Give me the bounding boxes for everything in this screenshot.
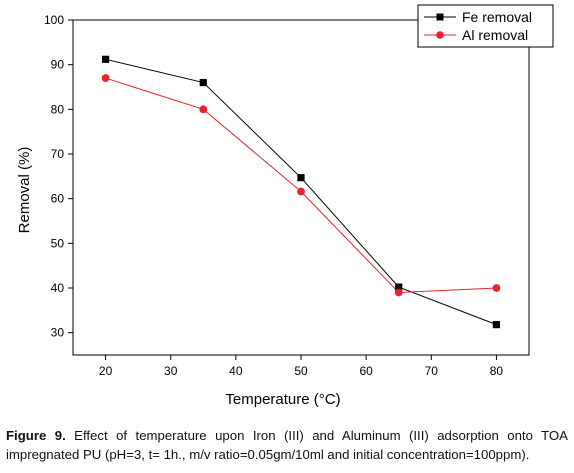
y-axis-label: Removal (%) bbox=[16, 147, 33, 234]
data-point-square bbox=[297, 174, 305, 182]
data-point-circle bbox=[199, 105, 208, 114]
legend: Fe removal Al removal bbox=[417, 4, 554, 48]
line-chart: 20 30 40 50 60 70 80 30 40 50 60 70 80 90 100 Temperat… bbox=[16, 4, 554, 408]
x-tick-label: 70 bbox=[425, 364, 439, 378]
plot-frame bbox=[72, 19, 530, 356]
y-tick-label: 40 bbox=[51, 281, 65, 295]
series-markers bbox=[101, 55, 501, 329]
figure-caption-label: Figure 9. bbox=[6, 428, 66, 443]
data-point-square bbox=[199, 78, 207, 87]
x-tick-label: 50 bbox=[294, 364, 308, 378]
data-point-circle bbox=[101, 74, 110, 82]
figure-caption: Figure 9. Effect of temperature upon Iro… bbox=[6, 426, 568, 464]
x-tick-label: 40 bbox=[229, 364, 243, 378]
data-point-circle bbox=[394, 288, 403, 297]
y-tick-label: 60 bbox=[51, 192, 65, 206]
data-point-circle bbox=[297, 187, 305, 196]
legend-label-fe: Fe removal bbox=[462, 9, 532, 25]
x-tick-label: 20 bbox=[99, 364, 113, 378]
legend-label-al: Al removal bbox=[462, 27, 528, 43]
data-point-circle bbox=[492, 284, 501, 292]
y-tick-label: 70 bbox=[51, 147, 65, 161]
data-point-square bbox=[101, 55, 110, 63]
x-tick-label: 80 bbox=[490, 364, 504, 378]
legend-marker-al bbox=[436, 31, 444, 39]
legend-marker-fe bbox=[436, 13, 444, 21]
y-tick-label: 80 bbox=[51, 102, 65, 116]
axis-ticks: 20 30 40 50 60 70 80 30 40 50 60 70 80 90 100 bbox=[44, 13, 503, 378]
data-point-square bbox=[395, 283, 403, 291]
x-tick-label: 30 bbox=[164, 364, 178, 378]
y-tick-label: 90 bbox=[51, 58, 65, 72]
figure-caption-text: Effect of temperature upon Iron (III) an… bbox=[6, 428, 568, 462]
y-tick-label: 100 bbox=[44, 13, 64, 27]
legend-box bbox=[417, 4, 554, 48]
y-tick-label: 50 bbox=[51, 236, 65, 250]
x-axis-label: Temperature (°C) bbox=[225, 391, 340, 408]
data-point-square bbox=[492, 321, 501, 329]
series-line-1 bbox=[105, 77, 497, 293]
y-tick-label: 30 bbox=[51, 326, 65, 340]
x-tick-label: 60 bbox=[359, 364, 373, 378]
